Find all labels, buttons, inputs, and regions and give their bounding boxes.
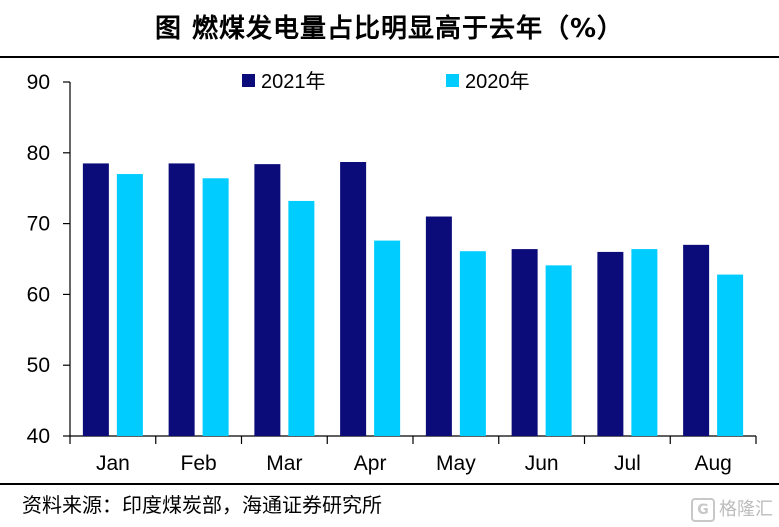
source-note: 资料来源：印度煤炭部，海通证券研究所 (22, 493, 382, 517)
bar-2020 (631, 249, 658, 436)
bar-2021 (82, 163, 109, 437)
chart-title: 图 燃煤发电量占比明显高于去年（%） (154, 14, 625, 44)
bar-2021 (340, 162, 367, 436)
bar-2020 (459, 251, 486, 436)
bar-2021 (254, 164, 281, 436)
title-band: 图 燃煤发电量占比明显高于去年（%） (0, 0, 779, 58)
bar-2020 (717, 274, 744, 436)
axes: 40 50 60 70 80 90 Jan Feb Mar Apr May Jun Jul Aug (27, 71, 757, 475)
watermark-text: 格隆汇 (719, 499, 773, 520)
bar-2021 (683, 244, 710, 436)
watermark: G 格隆汇 (691, 496, 773, 524)
bar-2020 (374, 240, 401, 436)
y-tick-label: 50 (27, 354, 50, 377)
x-tick-label: May (436, 452, 476, 475)
y-tick-label: 60 (27, 283, 50, 306)
legend-swatch (242, 74, 255, 87)
bar-2020 (288, 200, 315, 436)
x-tick-label: Mar (266, 452, 302, 475)
bar-2021 (511, 249, 538, 436)
watermark-logo-icon: G (691, 498, 715, 522)
bar-2021 (597, 251, 624, 436)
x-tick-label: Aug (694, 452, 731, 475)
x-tick-label: Jun (525, 452, 559, 475)
bar-2021 (168, 163, 195, 437)
legend: 2021年 2020年 (242, 70, 530, 93)
x-tick-label: Feb (181, 452, 217, 475)
bar-chart: 40 50 60 70 80 90 Jan Feb Mar Apr May Jun Jul Aug 202… (27, 70, 757, 475)
legend-label: 2020年 (465, 70, 530, 93)
x-tick-label: Apr (354, 452, 387, 475)
bar-2020 (202, 178, 229, 436)
y-tick-label: 70 (27, 213, 50, 236)
bars (82, 162, 744, 437)
x-tick-label: Jan (96, 452, 130, 475)
title-rule (0, 56, 779, 58)
legend-swatch (446, 74, 459, 87)
bar-2020 (116, 174, 143, 436)
source-rule (0, 483, 779, 485)
y-tick-label: 40 (27, 425, 50, 448)
y-tick-label: 90 (27, 71, 50, 94)
y-tick-label: 80 (27, 142, 50, 165)
bar-2020 (545, 265, 572, 436)
legend-label: 2021年 (261, 70, 326, 93)
bar-2021 (425, 216, 452, 436)
x-tick-label: Jul (614, 452, 641, 475)
